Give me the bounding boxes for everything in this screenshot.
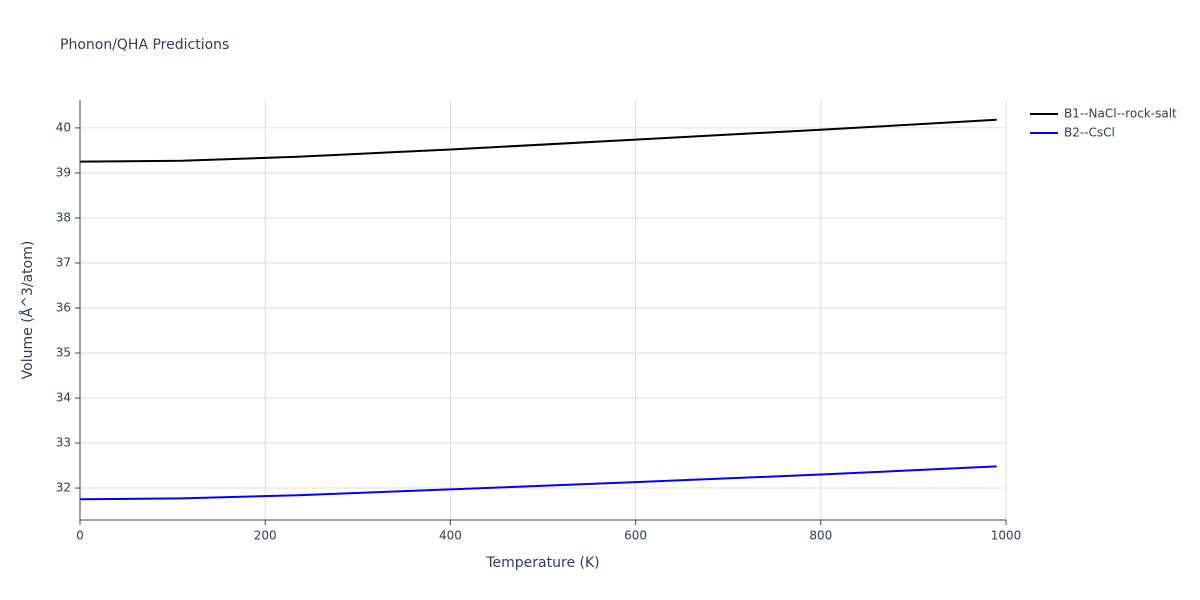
y-tick-label: 39 (56, 165, 71, 179)
y-tick-label: 34 (56, 391, 71, 405)
series-line (79, 118, 997, 163)
y-axis-label: Volume (Å^3/atom) (19, 241, 36, 380)
legend-label: B1--NaCl--rock-salt (1064, 107, 1177, 121)
x-tick-label: 0 (76, 529, 84, 543)
y-tick-label: 36 (56, 300, 71, 314)
x-tick-label: 1000 (991, 529, 1022, 543)
y-tick-label: 37 (56, 255, 71, 269)
legend-label: B2--CsCl (1064, 126, 1115, 140)
y-tick-label: 40 (56, 120, 71, 134)
chart-title: Phonon/QHA Predictions (60, 37, 229, 53)
y-tick-label: 38 (56, 210, 71, 224)
x-tick-label: 600 (624, 529, 647, 543)
x-axis-label: Temperature (K) (485, 555, 599, 571)
x-tick-label: 400 (439, 529, 462, 543)
y-tick-label: 32 (56, 481, 71, 495)
y-tick-label: 35 (56, 345, 71, 359)
y-tick-label: 33 (56, 436, 71, 450)
series-line (79, 465, 997, 501)
x-tick-label: 800 (809, 529, 832, 543)
x-tick-label: 200 (254, 529, 277, 543)
